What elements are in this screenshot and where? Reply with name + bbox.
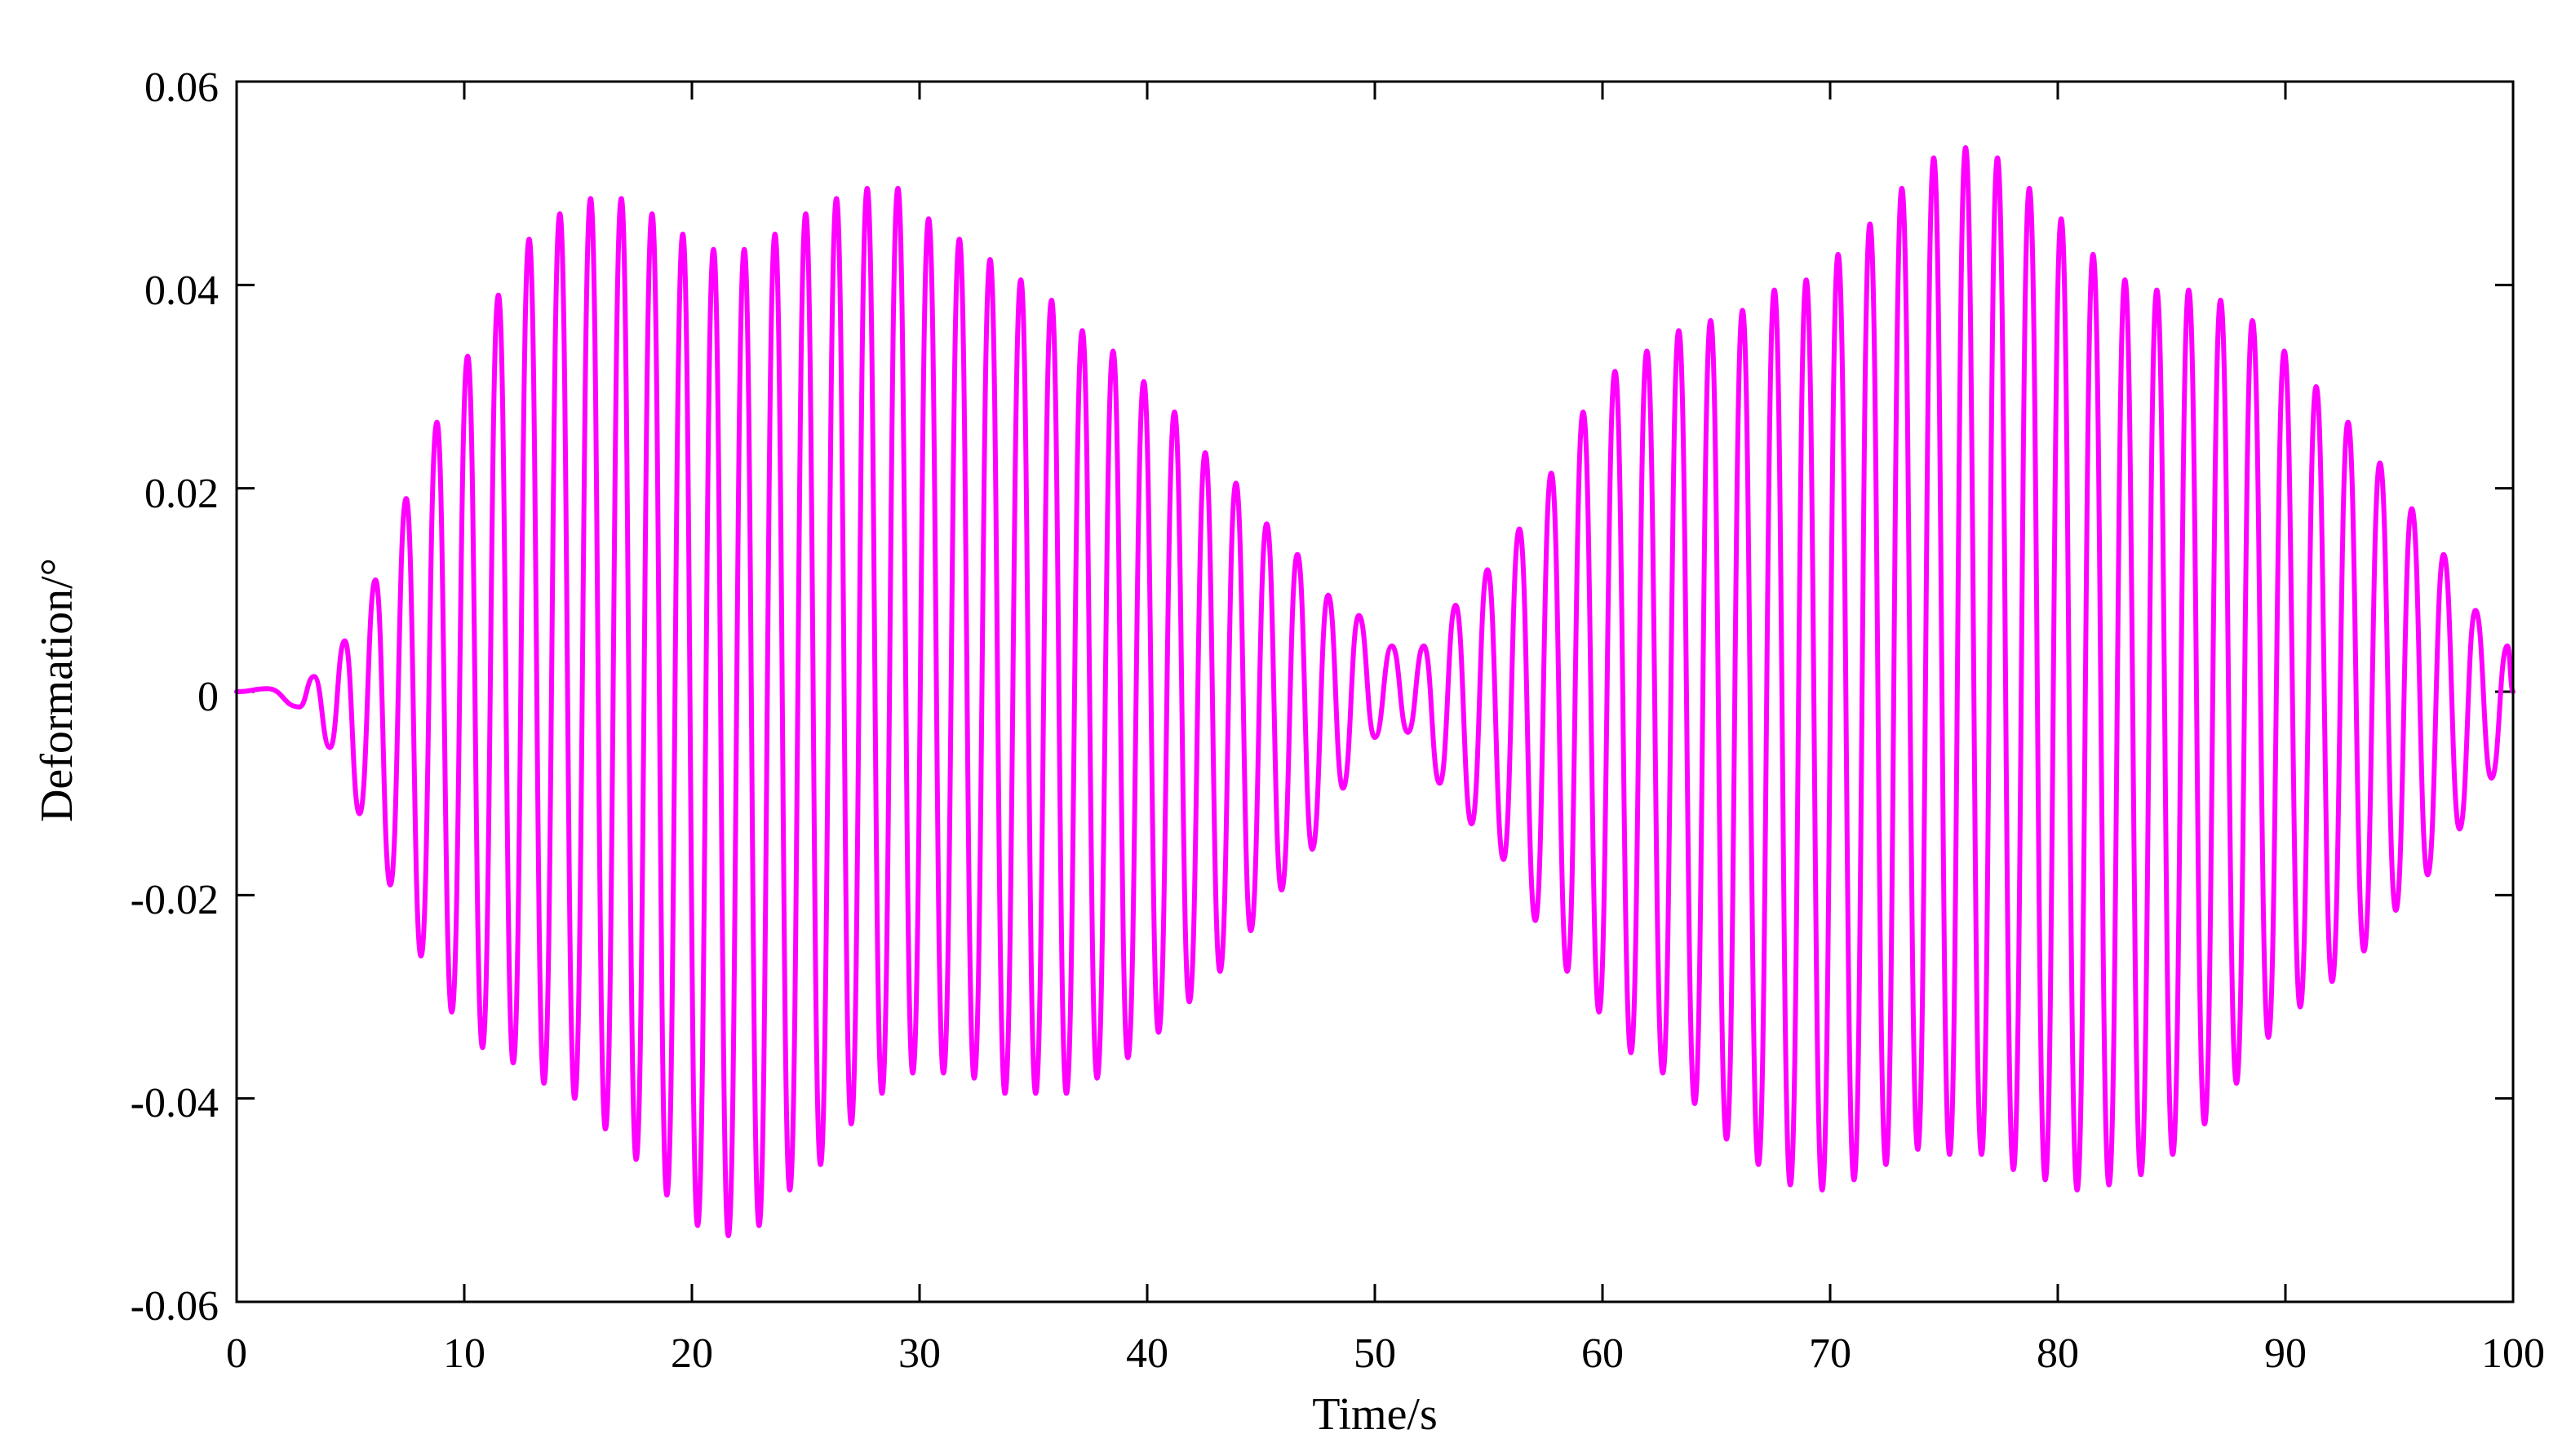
y-tick-label: -0.04 bbox=[131, 1080, 219, 1126]
y-axis-title: Deformation/° bbox=[32, 558, 82, 822]
y-tick-label: 0.06 bbox=[144, 64, 219, 111]
x-tick-label: 60 bbox=[1581, 1330, 1624, 1377]
x-tick-label: 80 bbox=[2037, 1330, 2079, 1377]
y-tick-label: 0.02 bbox=[144, 471, 219, 517]
y-tick-label: -0.06 bbox=[131, 1283, 219, 1330]
x-axis-title: Time/s bbox=[1312, 1389, 1438, 1440]
x-tick-label: 30 bbox=[898, 1330, 941, 1377]
x-tick-label: 40 bbox=[1126, 1330, 1168, 1377]
x-tick-label: 100 bbox=[2481, 1330, 2545, 1377]
x-tick-labels: 0 10 20 30 40 50 60 70 80 90 100 bbox=[226, 1330, 2545, 1377]
y-tick-label: -0.02 bbox=[131, 877, 219, 923]
y-tick-label: 0.04 bbox=[144, 268, 219, 314]
y-tick-labels: 0.06 0.04 0.02 0 -0.02 -0.04 -0.06 bbox=[131, 64, 219, 1330]
x-tick-label: 0 bbox=[226, 1330, 247, 1377]
plot-frame bbox=[235, 80, 2515, 1303]
x-tick-label: 20 bbox=[671, 1330, 713, 1377]
y-tick-label: 0 bbox=[197, 674, 219, 720]
x-tick-label: 50 bbox=[1354, 1330, 1396, 1377]
deformation-series-line bbox=[234, 145, 2516, 1238]
x-tick-label: 10 bbox=[443, 1330, 485, 1377]
x-tick-label: 90 bbox=[2264, 1330, 2307, 1377]
x-tick-label: 70 bbox=[1809, 1330, 1851, 1377]
